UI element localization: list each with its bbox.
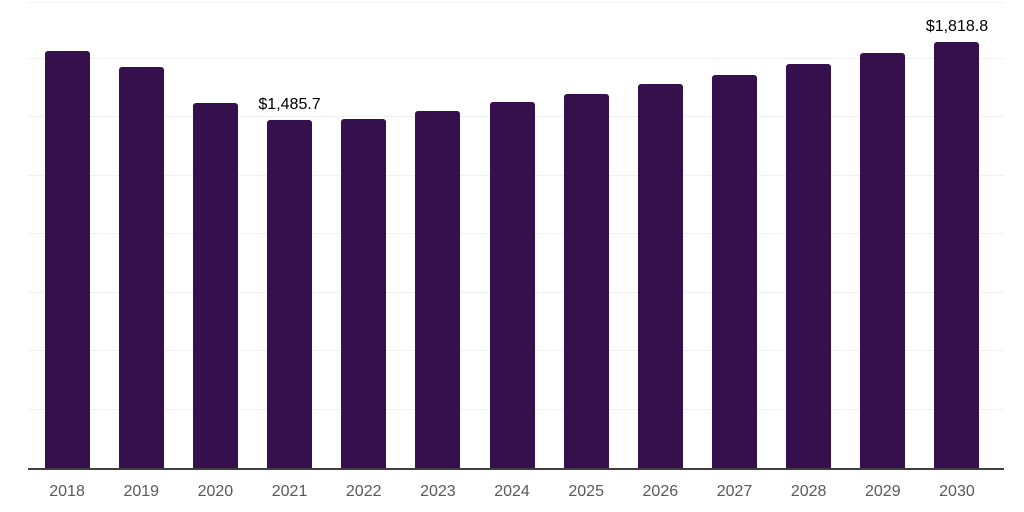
bar-value-label-2030: $1,818.8 — [925, 18, 989, 36]
bar-2025[interactable] — [563, 93, 609, 468]
x-tick-label-2020: 2020 — [197, 483, 234, 500]
bar-2018[interactable] — [44, 50, 90, 468]
bars-row: $1,485.7 $1,818.8 — [30, 0, 994, 468]
bar-slot-2026 — [623, 0, 697, 468]
plot-area: $1,485.7 $1,818.8 — [28, 2, 1004, 470]
bar-2023[interactable] — [415, 110, 461, 468]
x-tick-label-2027: 2027 — [716, 483, 753, 500]
x-tick-label-2030: 2030 — [939, 483, 975, 500]
x-tick-label-2028: 2028 — [790, 483, 827, 500]
bar-2022[interactable] — [341, 118, 387, 468]
bar-slot-2028 — [772, 0, 846, 468]
bar-slot-2025 — [549, 0, 623, 468]
bar-slot-2019 — [104, 0, 178, 468]
bar-slot-2021: $1,485.7 — [252, 0, 326, 468]
bar-2027[interactable] — [711, 74, 757, 468]
bar-2029[interactable] — [860, 53, 906, 468]
x-tick-label-2019: 2019 — [123, 483, 160, 500]
bar-slot-2023 — [401, 0, 475, 468]
bar-2024[interactable] — [489, 102, 535, 468]
bar-2030[interactable] — [934, 42, 980, 468]
bar-slot-2029 — [846, 0, 920, 468]
x-tick-label-2025: 2025 — [568, 483, 604, 500]
bar-2026[interactable] — [637, 84, 683, 468]
bar-2028[interactable] — [786, 64, 832, 468]
x-tick-label-2024: 2024 — [494, 483, 530, 500]
bar-slot-2027 — [697, 0, 771, 468]
x-tick-label-2026: 2026 — [642, 483, 679, 500]
bar-slot-2024 — [475, 0, 549, 468]
bar-2021[interactable] — [267, 120, 313, 468]
x-axis: 2018 2019 2020 2021 2022 2023 2024 2025 2026 2027… — [30, 484, 994, 500]
x-tick-label-2021: 2021 — [271, 483, 308, 500]
x-tick-label-2018: 2018 — [49, 483, 85, 500]
bar-2020[interactable] — [192, 103, 238, 468]
bar-slot-2022 — [327, 0, 401, 468]
x-tick-label-2022: 2022 — [345, 483, 382, 500]
x-tick-label-2023: 2023 — [420, 483, 456, 500]
bar-slot-2030: $1,818.8 — [920, 0, 994, 468]
bar-slot-2020 — [178, 0, 252, 468]
bar-slot-2018 — [30, 0, 104, 468]
bar-value-label-2021: $1,485.7 — [258, 96, 321, 114]
bar-2019[interactable] — [118, 67, 164, 468]
x-tick-label-2029: 2029 — [865, 483, 901, 500]
